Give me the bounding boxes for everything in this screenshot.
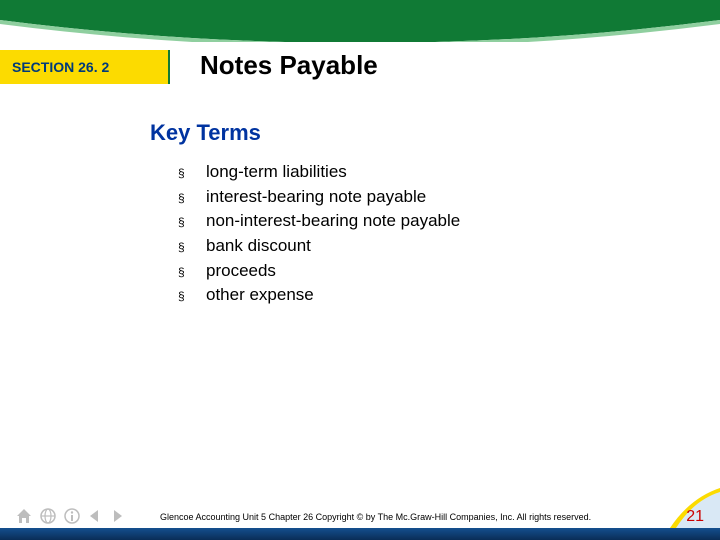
list-item: §bank discount: [178, 234, 460, 259]
term-text: long-term liabilities: [206, 160, 347, 185]
bullet-icon: §: [178, 165, 206, 182]
globe-icon[interactable]: [38, 506, 58, 526]
list-item: §non-interest-bearing note payable: [178, 209, 460, 234]
info-icon[interactable]: [62, 506, 82, 526]
footer-text: Glencoe Accounting Unit 5 Chapter 26 Cop…: [160, 512, 591, 522]
bullet-icon: §: [178, 264, 206, 281]
list-item: §interest-bearing note payable: [178, 185, 460, 210]
subtitle: Key Terms: [150, 120, 261, 146]
home-icon[interactable]: [14, 506, 34, 526]
bullet-icon: §: [178, 190, 206, 207]
term-text: interest-bearing note payable: [206, 185, 426, 210]
next-icon[interactable]: [108, 506, 126, 526]
term-text: proceeds: [206, 259, 276, 284]
prev-icon[interactable]: [86, 506, 104, 526]
bullet-icon: §: [178, 239, 206, 256]
terms-list: §long-term liabilities §interest-bearing…: [178, 160, 460, 308]
bullet-icon: §: [178, 288, 206, 305]
term-text: other expense: [206, 283, 314, 308]
bullet-icon: §: [178, 214, 206, 231]
nav-icons: [14, 506, 126, 526]
top-green-bar: [0, 0, 720, 18]
term-text: non-interest-bearing note payable: [206, 209, 460, 234]
term-text: bank discount: [206, 234, 311, 259]
page-number: 21: [686, 508, 704, 526]
list-item: §other expense: [178, 283, 460, 308]
header-curve: [0, 18, 720, 42]
list-item: §proceeds: [178, 259, 460, 284]
bottom-blue-bar: [0, 528, 720, 540]
list-item: §long-term liabilities: [178, 160, 460, 185]
section-label: SECTION 26. 2: [12, 59, 109, 75]
header-row: SECTION 26. 2 Notes Payable: [0, 42, 720, 92]
page-title: Notes Payable: [200, 50, 378, 81]
section-box: SECTION 26. 2: [0, 50, 170, 84]
